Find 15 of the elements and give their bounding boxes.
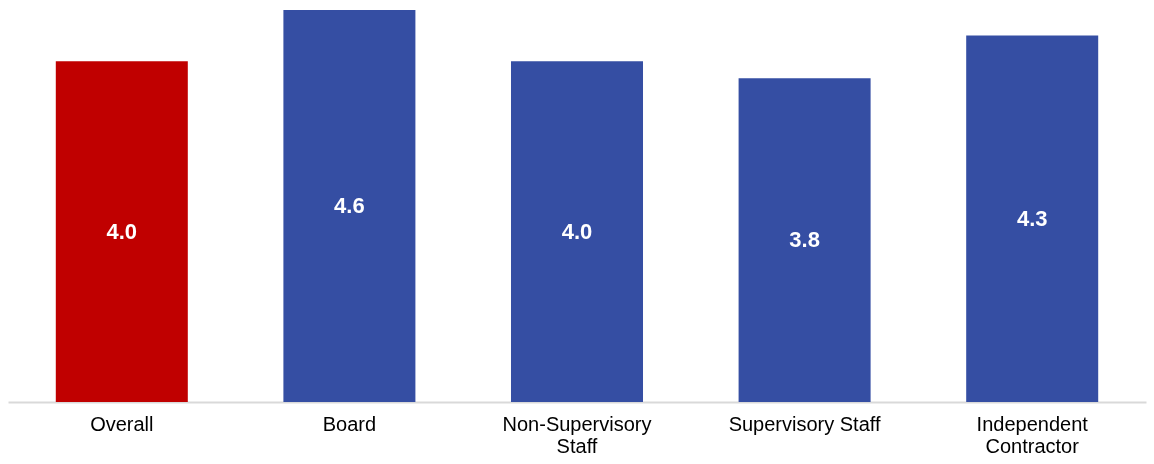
x-tick-label: Overall [90,412,154,435]
bar [55,61,188,402]
bar [738,78,871,402]
bar [966,35,1099,402]
bar [283,10,416,402]
x-tick-label: Independent Contractor [976,412,1089,457]
data-label: 4.0 [106,218,138,244]
data-label: 4.0 [561,218,593,244]
bar [511,61,643,402]
data-label: 4.3 [1016,205,1048,231]
data-label: 4.6 [334,193,365,218]
x-tick-label: Supervisory Staff [728,412,881,435]
x-tick-label: Board [322,412,377,435]
x-tick-label: Non-Supervisory Staff [502,412,652,457]
data-label: 3.8 [789,227,820,253]
